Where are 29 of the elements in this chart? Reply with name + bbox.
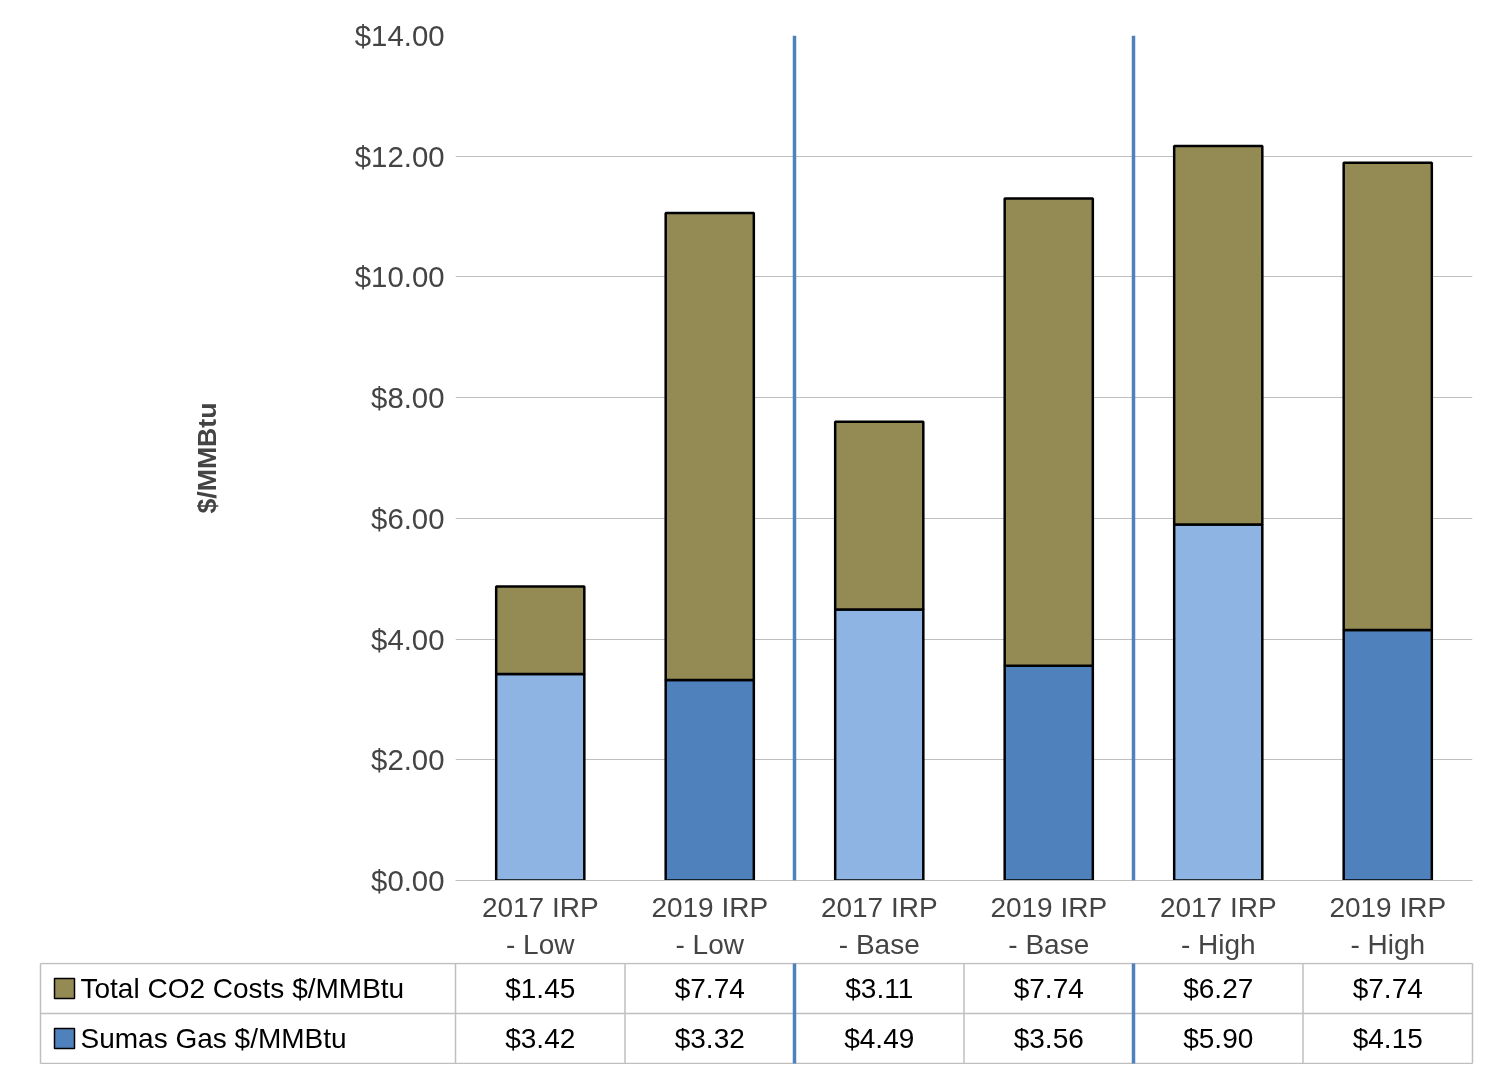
data-label: $7.74 xyxy=(1352,973,1423,1004)
x-tick-label: 2017 IRP - Low xyxy=(481,891,599,960)
legend-label: Sumas Gas $/MMBtu xyxy=(80,1023,347,1054)
x-tick-label: 2019 IRP - High xyxy=(1329,891,1447,960)
data-label: $4.49 xyxy=(844,1023,915,1054)
y-tick-label: $2.00 xyxy=(371,743,445,777)
x-tick-label: 2017 IRP - High xyxy=(1159,891,1277,960)
y-tick-label: $10.00 xyxy=(354,260,445,294)
data-label: $4.15 xyxy=(1352,1023,1423,1054)
y-tick-label: $14.00 xyxy=(354,19,445,52)
y-tick-label: $8.00 xyxy=(371,381,445,415)
data-label: $7.74 xyxy=(674,973,745,1004)
data-label: $5.90 xyxy=(1183,1023,1254,1054)
data-label: $6.27 xyxy=(1183,973,1254,1004)
data-label: $1.45 xyxy=(505,973,576,1004)
y-tick-label: $12.00 xyxy=(354,139,445,173)
y-tick-label: $6.00 xyxy=(371,501,445,535)
data-label: $7.74 xyxy=(1013,973,1084,1004)
x-tick-label: 2019 IRP - Low xyxy=(651,891,769,960)
legend-label: Total CO2 Costs $/MMBtu xyxy=(80,973,405,1004)
data-label: $3.11 xyxy=(845,973,914,1004)
x-tick-label: 2017 IRP - Base xyxy=(820,891,938,960)
y-axis-title: $/MMBtu xyxy=(191,402,222,514)
y-tick-label: $4.00 xyxy=(371,622,445,656)
x-tick-label: 2019 IRP - Base xyxy=(990,891,1108,960)
data-label: $3.56 xyxy=(1013,1023,1084,1054)
y-tick-label: $0.00 xyxy=(371,864,445,897)
data-label: $3.32 xyxy=(674,1023,745,1054)
data-label: $3.42 xyxy=(505,1023,576,1054)
